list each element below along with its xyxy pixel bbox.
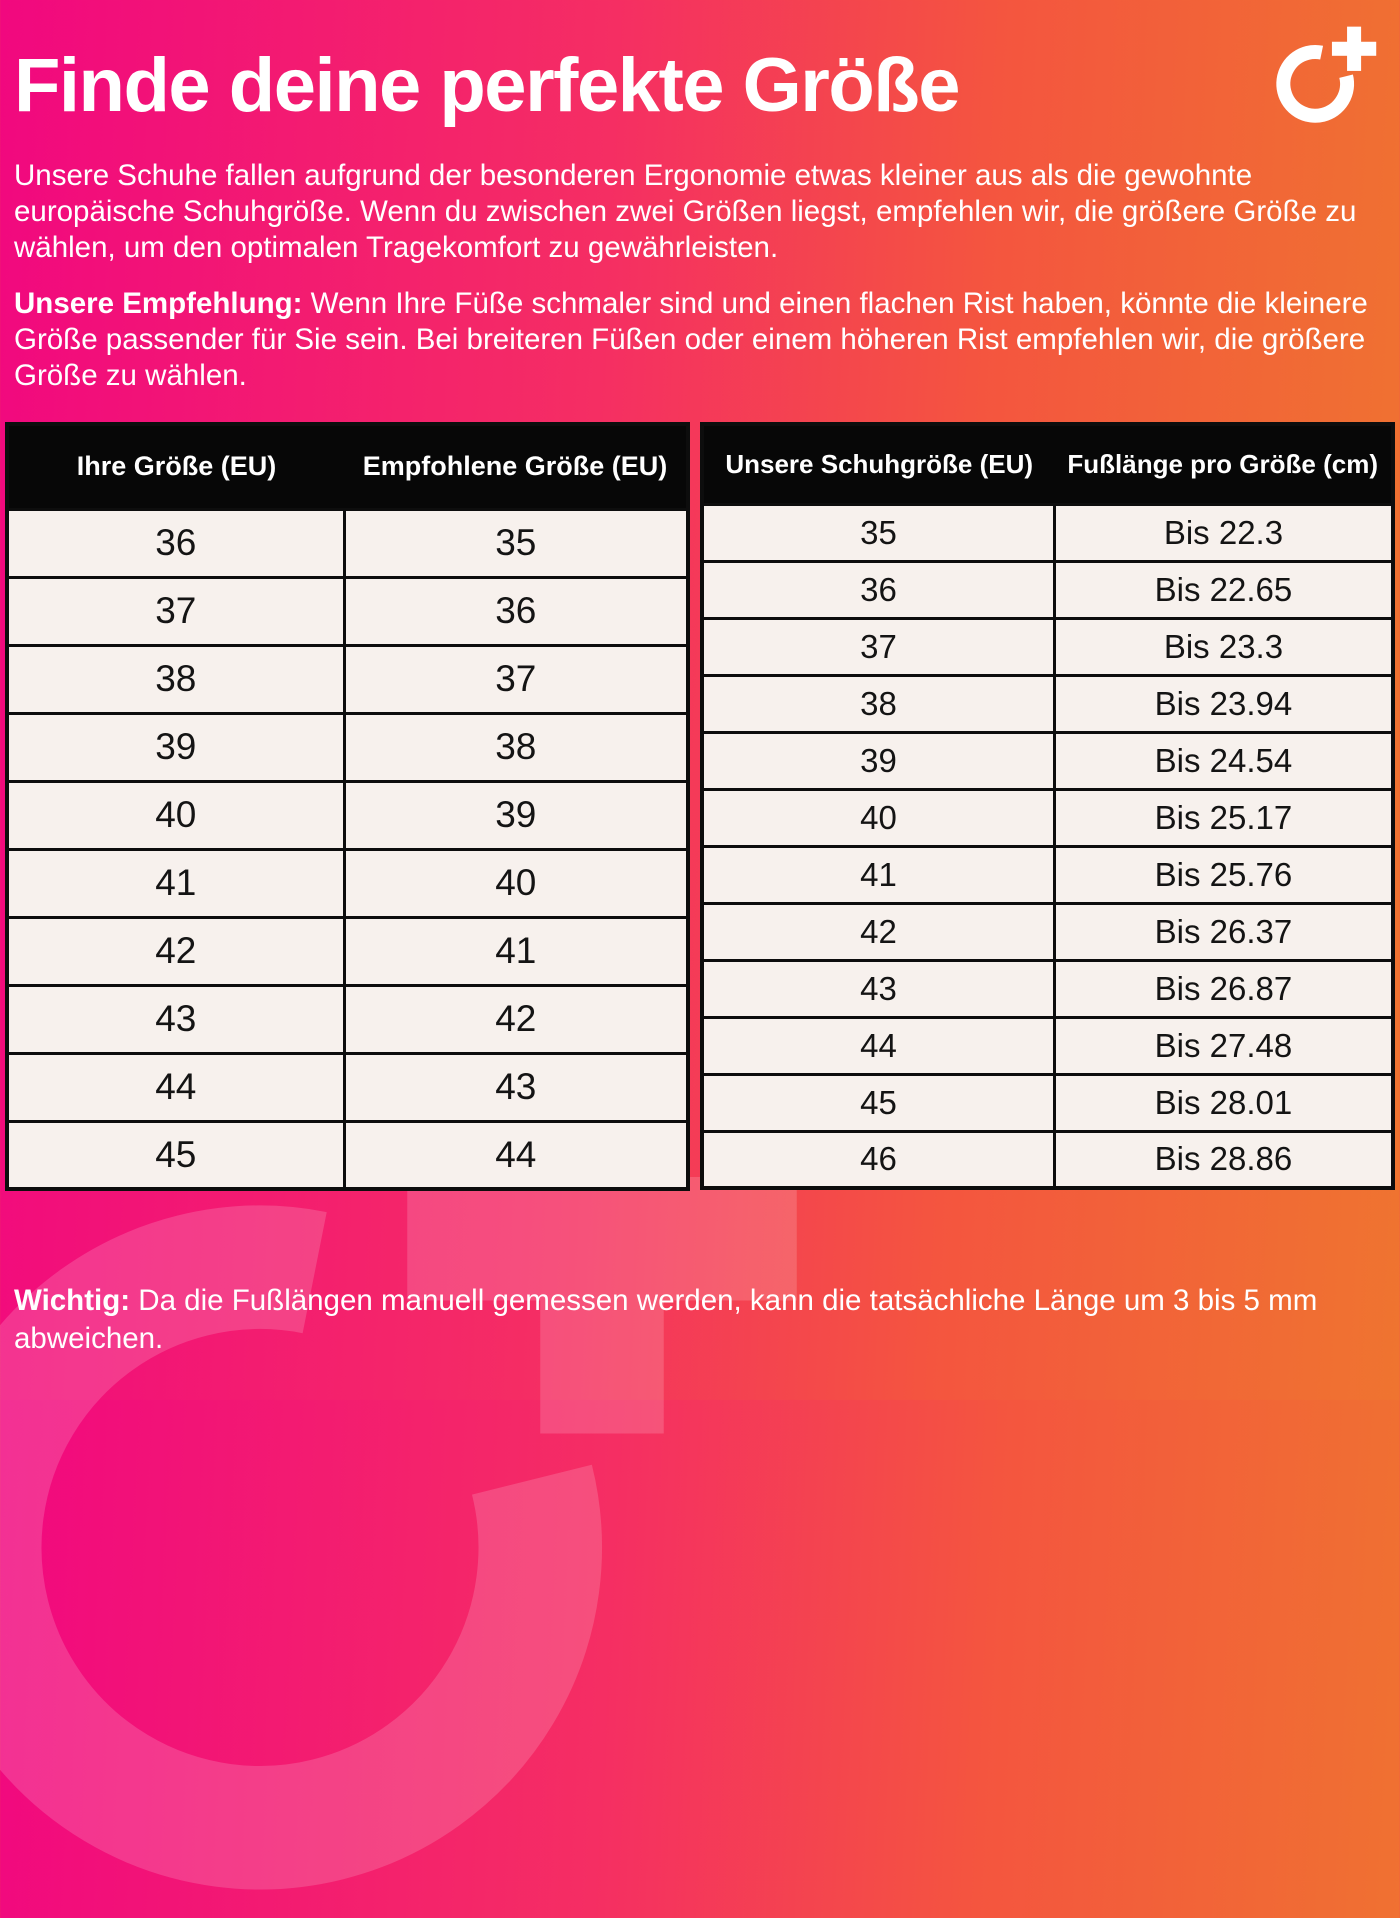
- table-cell: 40: [342, 847, 690, 919]
- table-row: 42 Bis 26.37: [700, 901, 1395, 962]
- table-cell: 35: [342, 507, 690, 579]
- header-row: Ihre Größe (EU) Empfohlene Größe (EU): [7, 424, 688, 509]
- table-cell: 44: [700, 1015, 1056, 1076]
- table-cell: 41: [342, 915, 690, 987]
- table-cell: 44: [5, 1051, 346, 1123]
- recommendation-lead: Unsere Empfehlung:: [14, 287, 303, 320]
- table-cell: 37: [342, 643, 690, 715]
- table-row: 45 44: [5, 1119, 690, 1191]
- table-row: 43 Bis 26.87: [700, 958, 1395, 1019]
- table-cell: Bis 23.3: [1052, 616, 1395, 677]
- foot-length-table-body: 35 Bis 22.3 36 Bis 22.65 37 Bis 23.3 38 Bis 23.…: [700, 502, 1395, 1190]
- table-row: 45 Bis 28.01: [700, 1072, 1395, 1133]
- table-row: 42 41: [5, 915, 690, 987]
- column-header: Unsere Schuhgröße (EU): [702, 424, 1055, 504]
- table-cell: 38: [342, 711, 690, 783]
- table-cell: 44: [342, 1119, 690, 1191]
- table-row: 40 Bis 25.17: [700, 787, 1395, 848]
- table-cell: 35: [700, 502, 1056, 563]
- table-row: 44 Bis 27.48: [700, 1015, 1395, 1076]
- footnote: Wichtig: Da die Fußlängen manuell gemess…: [14, 1282, 1359, 1359]
- table-cell: Bis 24.54: [1052, 730, 1395, 791]
- table-cell: Bis 23.94: [1052, 673, 1395, 734]
- size-tables-row: Ihre Größe (EU) Empfohlene Größe (EU) 36 3…: [5, 422, 1395, 1191]
- table-cell: Bis 26.87: [1052, 958, 1395, 1019]
- table-row: 37 Bis 23.3: [700, 616, 1395, 677]
- table-cell: 40: [5, 779, 346, 851]
- column-header: Ihre Größe (EU): [7, 424, 345, 509]
- foot-length-table-head: Unsere Schuhgröße (EU) Fußlänge pro Größe…: [702, 424, 1393, 504]
- column-header: Empfohlene Größe (EU): [344, 424, 688, 509]
- table-cell: 43: [5, 983, 346, 1055]
- brand-logo-icon: [1276, 26, 1377, 123]
- table-row: 41 Bis 25.76: [700, 844, 1395, 905]
- size-recommendation-table-head: Ihre Größe (EU) Empfohlene Größe (EU): [7, 424, 688, 509]
- table-cell: 42: [5, 915, 346, 987]
- column-header: Fußlänge pro Größe (cm): [1054, 424, 1393, 504]
- table-cell: Bis 25.17: [1052, 787, 1395, 848]
- page-title: Finde deine perfekte Größe: [14, 43, 961, 128]
- size-recommendation-table: Ihre Größe (EU) Empfohlene Größe (EU) 36 3…: [5, 422, 690, 1191]
- table-row: 35 Bis 22.3: [700, 502, 1395, 563]
- size-recommendation-table-body: 36 35 37 36 38 37 39 38 40 39 41 40 42 41 43 42 44 43 45 44: [5, 507, 690, 1191]
- recommendation-paragraph: Unsere Empfehlung: Wenn Ihre Füße schmal…: [14, 286, 1374, 394]
- table-row: 40 39: [5, 779, 690, 851]
- table-row: 44 43: [5, 1051, 690, 1123]
- table-cell: Bis 28.01: [1052, 1072, 1395, 1133]
- table-row: 38 37: [5, 643, 690, 715]
- foot-length-table: Unsere Schuhgröße (EU) Fußlänge pro Größe…: [700, 422, 1395, 1190]
- table-cell: 42: [342, 983, 690, 1055]
- table-cell: 41: [5, 847, 346, 919]
- table-cell: Bis 28.86: [1052, 1129, 1395, 1190]
- table-row: 39 38: [5, 711, 690, 783]
- recommendation-text: Wenn Ihre Füße schmaler sind und einen f…: [14, 287, 1368, 392]
- table-cell: 36: [342, 575, 690, 647]
- table-cell: Bis 22.65: [1052, 559, 1395, 620]
- table-row: 36 Bis 22.65: [700, 559, 1395, 620]
- table-cell: Bis 26.37: [1052, 901, 1395, 962]
- table-cell: 37: [700, 616, 1056, 677]
- table-row: 39 Bis 24.54: [700, 730, 1395, 791]
- table-cell: 39: [342, 779, 690, 851]
- table-cell: Bis 22.3: [1052, 502, 1395, 563]
- table-cell: 38: [5, 643, 346, 715]
- table-cell: Bis 25.76: [1052, 844, 1395, 905]
- header-row: Unsere Schuhgröße (EU) Fußlänge pro Größe…: [702, 424, 1393, 504]
- intro-text: Unsere Schuhe fallen aufgrund der besond…: [14, 159, 1357, 264]
- table-cell: 39: [700, 730, 1056, 791]
- table-row: 46 Bis 28.86: [700, 1129, 1395, 1190]
- table-cell: 37: [5, 575, 346, 647]
- table-cell: 41: [700, 844, 1056, 905]
- table-row: 43 42: [5, 983, 690, 1055]
- table-row: 38 Bis 23.94: [700, 673, 1395, 734]
- footnote-text: Da die Fußlängen manuell gemessen werden…: [14, 1284, 1318, 1356]
- intro-paragraph: Unsere Schuhe fallen aufgrund der besond…: [14, 158, 1366, 266]
- table-cell: 46: [700, 1129, 1056, 1190]
- table-cell: 36: [5, 507, 346, 579]
- table-row: 36 35: [5, 507, 690, 579]
- table-cell: 45: [5, 1119, 346, 1191]
- table-cell: Bis 27.48: [1052, 1015, 1395, 1076]
- table-cell: 43: [700, 958, 1056, 1019]
- table-cell: 42: [700, 901, 1056, 962]
- table-cell: 38: [700, 673, 1056, 734]
- footnote-lead: Wichtig:: [14, 1284, 131, 1317]
- table-row: 37 36: [5, 575, 690, 647]
- table-cell: 40: [700, 787, 1056, 848]
- table-cell: 45: [700, 1072, 1056, 1133]
- table-cell: 39: [5, 711, 346, 783]
- table-row: 41 40: [5, 847, 690, 919]
- table-cell: 43: [342, 1051, 690, 1123]
- table-cell: 36: [700, 559, 1056, 620]
